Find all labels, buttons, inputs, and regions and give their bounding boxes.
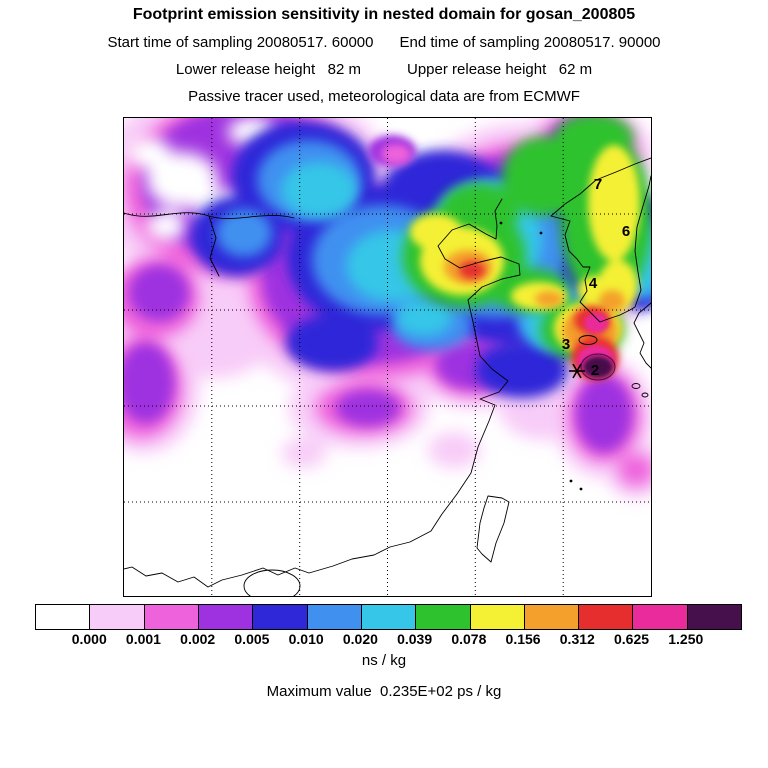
colorbar-tick-label: 0.000 xyxy=(71,631,107,647)
colorbar-cell xyxy=(524,605,580,629)
colorbar-ticks: 0.000 0.001 0.002 0.005 0.010 0.020 0.039 0.078… xyxy=(35,631,740,649)
colorbar-cell xyxy=(36,605,91,629)
receptor-marker-icon xyxy=(569,363,585,379)
colorbar-tick-label: 0.625 xyxy=(614,631,650,647)
colorbar-tick-label: 0.312 xyxy=(559,631,595,647)
station-label-2: 2 xyxy=(591,362,599,379)
colorbar-tick-label: 0.020 xyxy=(342,631,378,647)
station-label-3: 3 xyxy=(562,336,570,353)
colorbar-tick-label: 0.001 xyxy=(125,631,161,647)
colorbar-cell xyxy=(361,605,417,629)
upper-release-text: Upper release height 62 m xyxy=(407,61,593,78)
colorbar-cell xyxy=(307,605,362,629)
colorbar-cell xyxy=(253,605,308,629)
sampling-end-text: End time of sampling 20080517. 90000 xyxy=(399,34,661,51)
colorbar-cell xyxy=(90,605,145,629)
colorbar-cell xyxy=(470,605,525,629)
figure-title: Footprint emission sensitivity in nested… xyxy=(132,6,636,23)
max-value-text: Maximum value 0.235E+02 ps / kg xyxy=(266,683,502,700)
colorbar-tick-label: 0.078 xyxy=(451,631,487,647)
map-city-dots xyxy=(499,221,583,491)
colorbar-tick-label: 0.002 xyxy=(180,631,216,647)
footprint-map: 7 6 4 3 2 xyxy=(123,117,652,597)
colorbar-tick-label: 0.005 xyxy=(234,631,270,647)
colorbar-cell xyxy=(687,605,742,629)
colorbar-cell xyxy=(633,605,688,629)
colorbar-cell xyxy=(579,605,634,629)
colorbar-tick-label: 1.250 xyxy=(668,631,704,647)
station-label-7: 7 xyxy=(594,176,602,193)
colorbar-tick-label: 0.156 xyxy=(505,631,541,647)
sampling-start-text: Start time of sampling 20080517. 60000 xyxy=(107,34,374,51)
sensitivity-field xyxy=(124,118,651,498)
colorbar-units-label: ns / kg xyxy=(361,652,407,669)
colorbar-tick-label: 0.039 xyxy=(397,631,433,647)
colorbar-tick-label: 0.010 xyxy=(288,631,324,647)
colorbar-cell xyxy=(416,605,471,629)
coastlines xyxy=(124,157,651,596)
colorbar-cell xyxy=(198,605,254,629)
station-label-6: 6 xyxy=(622,223,630,240)
tracer-info-text: Passive tracer used, meteorological data… xyxy=(188,88,580,105)
colorbar-cell xyxy=(144,605,199,629)
colorbar-cells xyxy=(35,604,742,630)
lower-release-text: Lower release height 82 m xyxy=(175,61,361,78)
station-label-4: 4 xyxy=(589,275,598,292)
